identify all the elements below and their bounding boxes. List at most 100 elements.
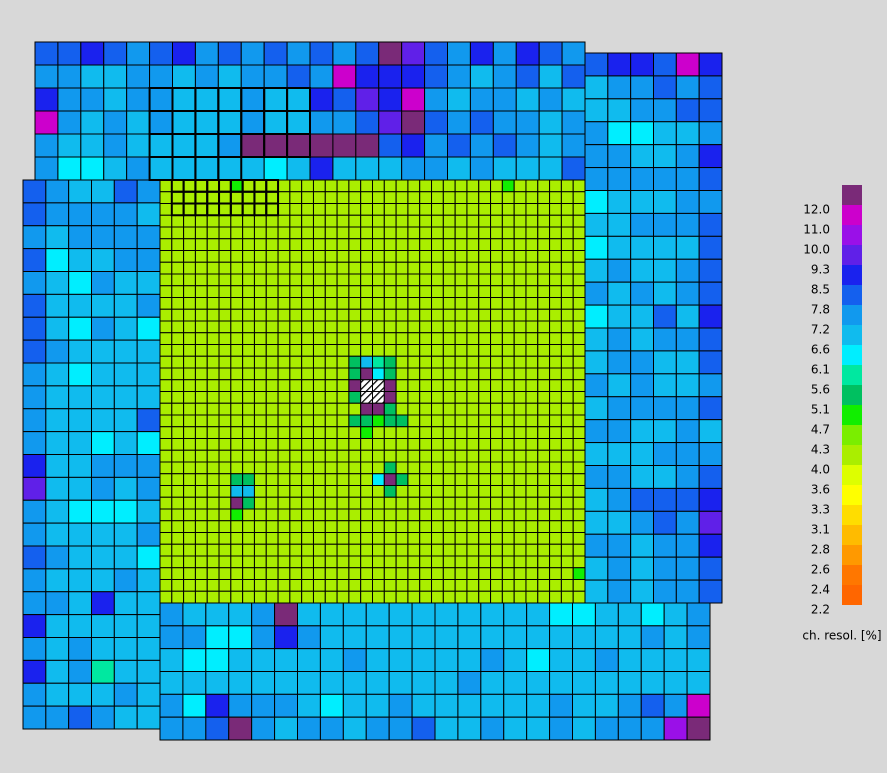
cell [277,473,291,486]
cell [159,414,173,428]
cell [549,602,573,627]
cell [324,261,338,275]
cell [265,543,279,557]
cell [560,426,574,439]
cell [653,258,677,283]
cell [360,567,374,580]
cell [263,156,288,181]
cell [355,110,380,135]
cell [561,133,586,158]
cell [513,355,527,369]
cell [698,556,723,581]
cell [289,496,303,510]
cell [572,625,596,650]
cell [395,308,409,322]
cell [336,308,350,322]
cell [171,590,185,604]
cell [501,567,515,580]
cell [336,567,350,580]
cell [466,508,480,522]
cell [560,214,574,228]
cell [490,379,503,392]
cell [217,64,242,89]
cell [183,520,196,533]
cell [442,285,456,298]
cell [113,499,138,524]
colorbar-segment [842,345,862,365]
cell [45,545,70,570]
cell [584,52,609,77]
cell [490,590,503,604]
cell [277,191,291,204]
cell [407,414,421,428]
cell [419,391,433,404]
cell [242,555,255,569]
cell [301,426,314,439]
cell [454,543,468,557]
cell [466,567,480,580]
cell [698,75,723,100]
cell [332,133,357,158]
cell [171,214,185,228]
cell [136,431,161,455]
cell [466,191,480,204]
cell [68,271,92,295]
cell [501,250,515,263]
cell [407,449,421,463]
cell [572,426,586,439]
cell [478,332,492,345]
cell [91,659,115,684]
cell [136,522,161,547]
cell [513,308,527,322]
cell [355,156,380,181]
cell [80,41,105,66]
cell [206,191,220,204]
cell [395,402,409,416]
cell [253,332,267,345]
cell [490,485,503,498]
cell [91,271,115,295]
cell [513,179,527,193]
cell [57,64,82,89]
colorbar-segment [842,225,862,245]
cell [501,203,515,216]
cell [230,367,244,381]
cell [301,297,314,310]
cell [253,297,267,310]
cell [242,426,255,439]
cell [242,344,255,357]
cell [230,402,244,416]
cell [159,214,173,228]
cell [309,133,334,158]
cell [336,297,350,310]
cell [206,532,220,545]
cell [136,179,161,204]
cell [274,716,299,741]
cell [442,379,456,392]
dead-cell [372,391,385,404]
cell [407,191,421,204]
cell [411,625,436,650]
cell [454,379,468,392]
cell [136,614,161,638]
cell [490,567,503,580]
cell [312,532,326,545]
cell [312,344,326,357]
cell [22,705,47,730]
cell [630,98,655,123]
cell [401,87,426,112]
cell [194,485,208,498]
cell [360,555,374,569]
cell [171,273,185,287]
cell [34,110,59,135]
cell [289,426,303,439]
cell [336,261,350,275]
cell [454,590,468,604]
cell [206,567,220,580]
cell [206,426,220,439]
cell [194,64,219,89]
cell [289,203,303,216]
cell [372,555,385,569]
cell [45,202,70,227]
cell [277,344,291,357]
